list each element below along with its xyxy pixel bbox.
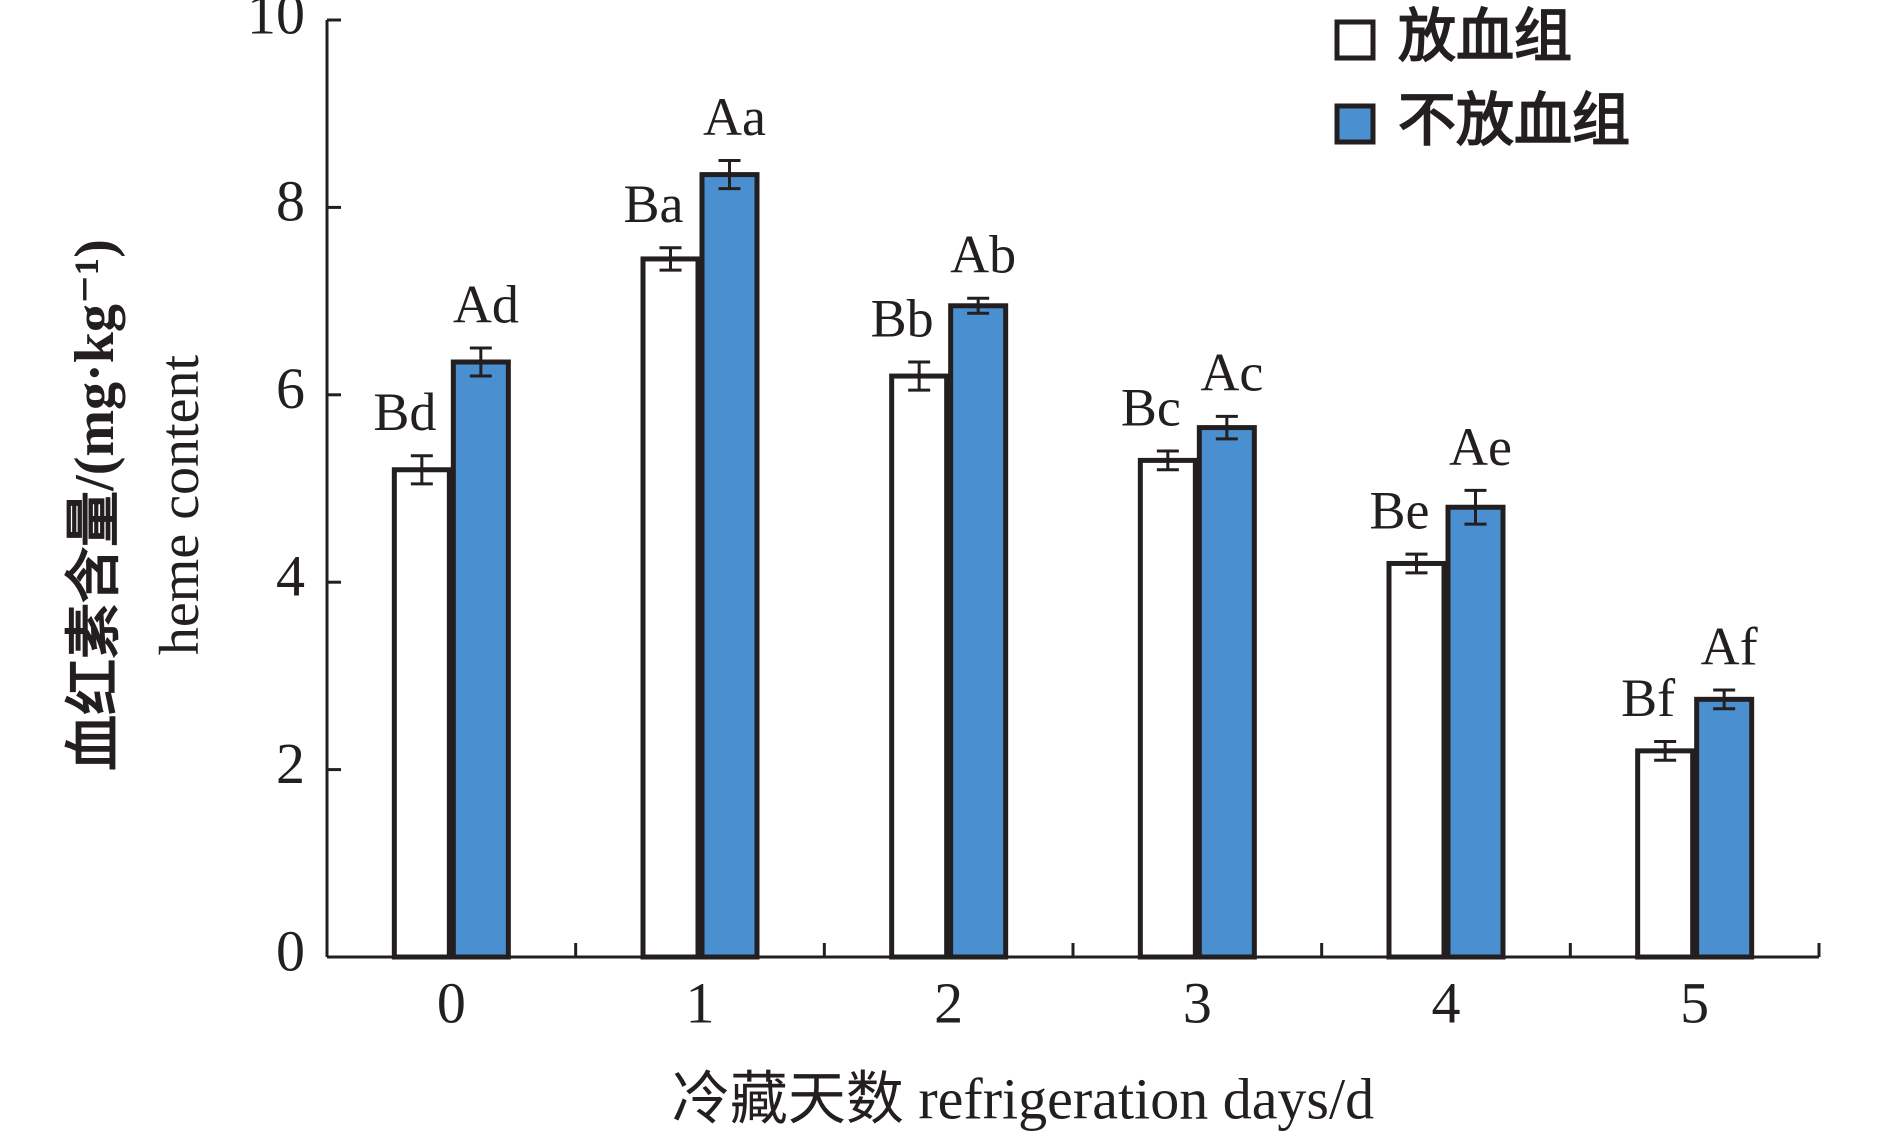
error-bar bbox=[908, 360, 931, 392]
y-tick-label: 8 bbox=[276, 169, 305, 234]
legend-swatch bbox=[1334, 103, 1376, 145]
error-bar bbox=[1215, 414, 1238, 441]
y-axis-title: 血红素含量/(mg·kg⁻¹) bbox=[64, 239, 126, 771]
significance-label: Ba bbox=[624, 174, 684, 234]
y-tick-label: 0 bbox=[276, 918, 305, 983]
significance-label: Ad bbox=[453, 274, 519, 334]
y-tick-label: 4 bbox=[276, 544, 305, 609]
y-tick-label: 2 bbox=[276, 731, 305, 796]
legend-label: 不放血组 bbox=[1398, 86, 1630, 154]
error-bar bbox=[1464, 488, 1487, 526]
x-tick-label: 4 bbox=[1432, 970, 1461, 1035]
significance-label: Bf bbox=[1621, 668, 1675, 728]
y-tick-label: 6 bbox=[276, 356, 305, 421]
error-bar bbox=[1156, 449, 1179, 472]
legend-label: 放血组 bbox=[1398, 2, 1572, 70]
error-bar bbox=[410, 454, 433, 486]
x-tick-label: 1 bbox=[686, 970, 715, 1035]
bar bbox=[640, 256, 701, 960]
bar bbox=[1196, 425, 1257, 960]
significance-label: Bb bbox=[871, 288, 934, 348]
bar bbox=[1386, 560, 1447, 960]
error-bar bbox=[1654, 739, 1677, 762]
legend-swatch bbox=[1334, 19, 1376, 61]
x-tick-label: 0 bbox=[437, 970, 466, 1035]
x-tick-label: 2 bbox=[934, 970, 963, 1035]
significance-label: Bd bbox=[373, 382, 436, 442]
bar bbox=[699, 172, 760, 960]
significance-label: Af bbox=[1701, 616, 1758, 676]
error-bar bbox=[967, 296, 990, 315]
error-bar bbox=[1405, 552, 1428, 575]
significance-label: Ae bbox=[1449, 417, 1512, 477]
significance-label: Ac bbox=[1200, 343, 1263, 403]
x-axis-title: 冷藏天数 refrigeration days/d bbox=[672, 1066, 1374, 1131]
bar bbox=[1137, 457, 1198, 960]
bar bbox=[1635, 748, 1696, 960]
error-bar bbox=[1713, 688, 1736, 711]
y-axis-title: heme content bbox=[149, 355, 211, 656]
error-bar bbox=[469, 346, 492, 378]
bar bbox=[889, 373, 950, 960]
bar bbox=[1694, 696, 1755, 960]
significance-label: Aa bbox=[703, 87, 766, 147]
x-tick-label: 3 bbox=[1183, 970, 1212, 1035]
bar bbox=[1445, 504, 1506, 960]
significance-label: Be bbox=[1370, 480, 1430, 540]
bar bbox=[391, 467, 452, 960]
bar bbox=[450, 359, 511, 960]
significance-label: Bc bbox=[1121, 377, 1181, 437]
bar bbox=[948, 303, 1009, 960]
error-bar bbox=[659, 246, 682, 272]
y-tick-label: 10 bbox=[247, 0, 305, 46]
error-bar bbox=[718, 159, 741, 191]
x-tick-label: 5 bbox=[1680, 970, 1709, 1035]
significance-label: Ab bbox=[950, 225, 1016, 285]
